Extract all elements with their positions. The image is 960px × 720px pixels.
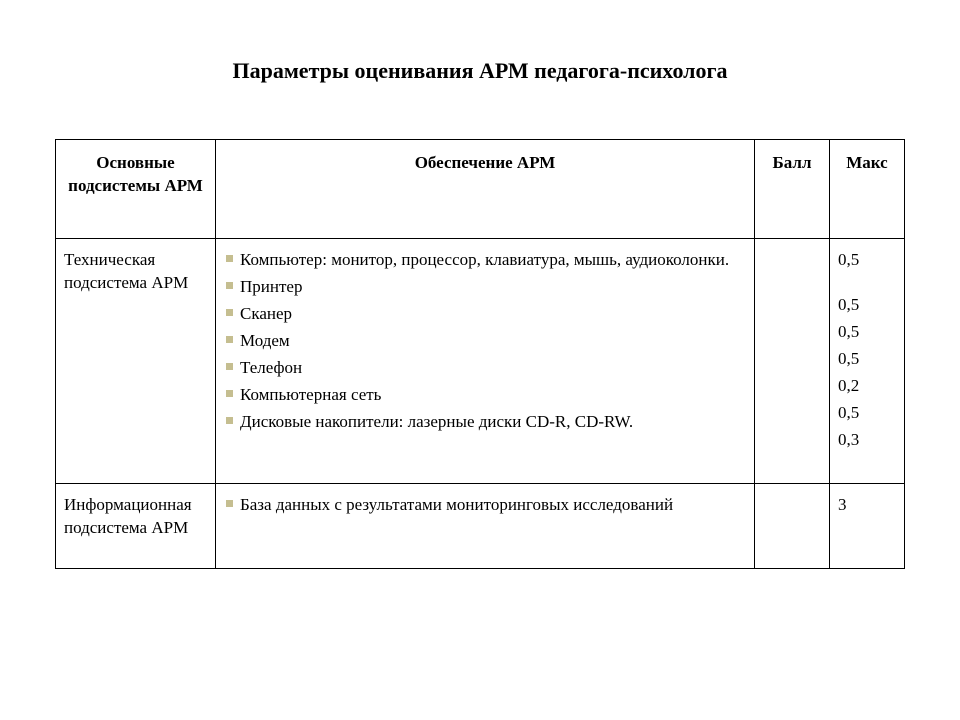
cell-provision: Компьютер: монитор, процес​сор, клавиату… — [216, 238, 755, 484]
cell-subsystem: Информационная подсистема АРМ — [56, 484, 216, 569]
table-row: Информационная подсистема АРМ База данных… — [56, 484, 905, 569]
cell-provision: База данных с результатами мониторинговы… — [216, 484, 755, 569]
max-value: 0,5 — [838, 249, 896, 272]
max-value: 3 — [838, 494, 896, 517]
header-provision: Обеспечение АРМ — [216, 140, 755, 239]
equipment-list: База данных с результатами мониторинговы… — [224, 494, 746, 517]
max-value: 0,3 — [838, 429, 896, 452]
max-value: 0,5 — [838, 321, 896, 344]
evaluation-table: Основные подсистемы АРМ Обеспечение АРМ … — [55, 139, 905, 569]
table-body: Техническая подсистема АРМ Компьютер: мон… — [56, 238, 905, 568]
header-max: Макс — [830, 140, 905, 239]
list-item: Дисковые накопители: лазерные диски CD-R… — [226, 411, 746, 434]
max-values: 3 — [838, 494, 896, 517]
cell-subsystem: Техническая подсистема АРМ — [56, 238, 216, 484]
list-item: Компьютерная сеть — [226, 384, 746, 407]
max-value: 0,5 — [838, 294, 896, 317]
max-value: 0,2 — [838, 375, 896, 398]
table-row: Техническая подсистема АРМ Компьютер: мон… — [56, 238, 905, 484]
cell-max: 3 — [830, 484, 905, 569]
list-item: Модем — [226, 330, 746, 353]
cell-max: 0,5 0,5 0,5 0,5 0,2 0,5 0,3 — [830, 238, 905, 484]
cell-score — [755, 484, 830, 569]
max-value: 0,5 — [838, 402, 896, 425]
list-item: Сканер — [226, 303, 746, 326]
page-title: Параметры оценивания АРМ педагога-психол… — [55, 58, 905, 84]
list-item: Компьютер: монитор, процес​сор, клавиату… — [226, 249, 746, 272]
max-value: 0,5 — [838, 348, 896, 371]
header-subsystem: Основные подсистемы АРМ — [56, 140, 216, 239]
list-item: Телефон — [226, 357, 746, 380]
equipment-list: Компьютер: монитор, процес​сор, клавиату… — [224, 249, 746, 434]
list-item: База данных с результатами мониторинговы… — [226, 494, 746, 517]
list-item: Принтер — [226, 276, 746, 299]
table-header-row: Основные подсистемы АРМ Обеспечение АРМ … — [56, 140, 905, 239]
header-score: Балл — [755, 140, 830, 239]
max-values: 0,5 0,5 0,5 0,5 0,2 0,5 0,3 — [838, 249, 896, 452]
cell-score — [755, 238, 830, 484]
